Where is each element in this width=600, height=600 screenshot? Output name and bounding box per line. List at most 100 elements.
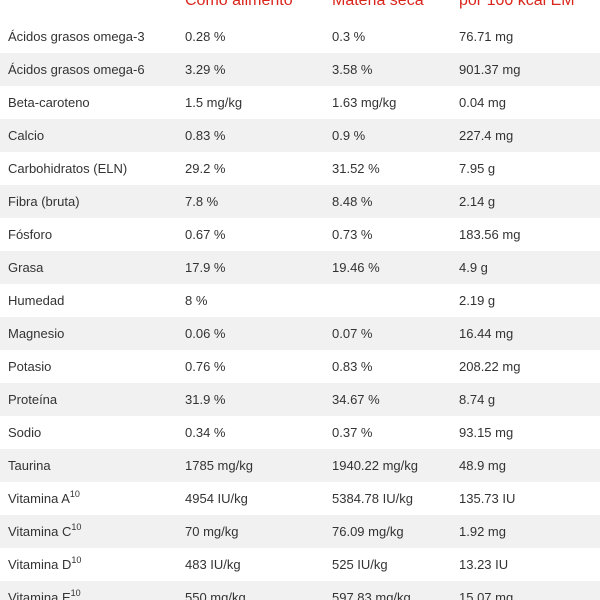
nutrient-name: Fósforo — [8, 218, 52, 251]
per-100kcal-value: 7.95 g — [459, 161, 496, 176]
per-100kcal-value: 93.15 mg — [459, 425, 514, 440]
dry-matter-value: 597.83 mg/kg — [332, 590, 411, 600]
per-100kcal-value: 48.9 mg — [459, 458, 506, 473]
nutrient-label: Carbohidratos (ELN) — [8, 161, 128, 176]
per-100kcal-value: 0.04 mg — [459, 95, 506, 110]
nutrient-name: Vitamina E10 — [8, 581, 81, 600]
table-row: Sodio 0.34 % 0.37 % 93.15 mg — [0, 416, 600, 449]
nutrient-name: Beta-caroteno — [8, 86, 90, 119]
table-row: Humedad 8 % 2.19 g — [0, 284, 600, 317]
table-row: Proteína 31.9 % 34.67 % 8.74 g — [0, 383, 600, 416]
footnote-ref: 10 — [71, 555, 82, 565]
dry-matter-value: 76.09 mg/kg — [332, 524, 404, 539]
nutrient-name: Humedad — [8, 284, 64, 317]
dry-matter-value: 0.3 % — [332, 29, 366, 44]
nutrient-label: Calcio — [8, 128, 45, 143]
table-row: Ácidos grasos omega-6 3.29 % 3.58 % 901.37 … — [0, 53, 600, 86]
as-fed-value: 0.28 % — [185, 29, 226, 44]
nutrient-name: Potasio — [8, 350, 51, 383]
nutrient-label: Fibra (bruta) — [8, 194, 80, 209]
as-fed-value: 29.2 % — [185, 161, 226, 176]
nutrient-label: Grasa — [8, 260, 44, 275]
table-row: Fibra (bruta) 7.8 % 8.48 % 2.14 g — [0, 185, 600, 218]
table-header: Como alimento Materia seca por 100 kcal … — [0, 0, 600, 14]
dry-matter-value: 1.63 mg/kg — [332, 95, 397, 110]
dry-matter-value: 8.48 % — [332, 194, 373, 209]
as-fed-value: 0.83 % — [185, 128, 226, 143]
nutrient-name: Carbohidratos (ELN) — [8, 152, 127, 185]
per-100kcal-value: 208.22 mg — [459, 359, 521, 374]
nutrient-name: Vitamina D10 — [8, 548, 81, 581]
as-fed-value: 1785 mg/kg — [185, 458, 253, 473]
nutrient-name: Magnesio — [8, 317, 64, 350]
nutrient-label: Vitamina A — [8, 491, 70, 506]
per-100kcal-value: 76.71 mg — [459, 29, 514, 44]
table-row: Grasa 17.9 % 19.46 % 4.9 g — [0, 251, 600, 284]
dry-matter-value: 0.73 % — [332, 227, 373, 242]
as-fed-value: 0.06 % — [185, 326, 226, 341]
nutrient-label: Fósforo — [8, 227, 53, 242]
table-row: Vitamina E10 550 mg/kg 597.83 mg/kg 15.07 m… — [0, 581, 600, 600]
as-fed-value: 3.29 % — [185, 62, 226, 77]
dry-matter-value: 0.37 % — [332, 425, 373, 440]
per-100kcal-value: 13.23 IU — [459, 557, 509, 572]
nutrient-label: Vitamina C — [8, 524, 72, 539]
dry-matter-value: 525 IU/kg — [332, 557, 388, 572]
per-100kcal-value: 15.07 mg — [459, 590, 514, 600]
as-fed-value: 7.8 % — [185, 194, 219, 209]
as-fed-value: 1.5 mg/kg — [185, 95, 243, 110]
nutrient-label: Humedad — [8, 293, 65, 308]
per-100kcal-value: 1.92 mg — [459, 524, 506, 539]
nutrient-name: Ácidos grasos omega-3 — [8, 20, 145, 53]
as-fed-value: 550 mg/kg — [185, 590, 246, 600]
table-body: Ácidos grasos omega-3 0.28 % 0.3 % 76.71 mg… — [0, 20, 600, 600]
dry-matter-value: 3.58 % — [332, 62, 373, 77]
nutrient-name: Fibra (bruta) — [8, 185, 80, 218]
per-100kcal-value: 901.37 mg — [459, 62, 521, 77]
nutrient-label: Ácidos grasos omega-6 — [8, 62, 145, 77]
as-fed-value: 0.34 % — [185, 425, 226, 440]
nutrient-name: Vitamina A10 — [8, 482, 80, 515]
table-row: Vitamina A10 4954 IU/kg 5384.78 IU/kg 135.7… — [0, 482, 600, 515]
nutrient-name: Ácidos grasos omega-6 — [8, 53, 145, 86]
per-100kcal-value: 16.44 mg — [459, 326, 514, 341]
dry-matter-value: 0.07 % — [332, 326, 373, 341]
nutrient-label: Beta-caroteno — [8, 95, 90, 110]
nutrient-label: Magnesio — [8, 326, 65, 341]
dry-matter-value: 0.9 % — [332, 128, 366, 143]
footnote-ref: 10 — [70, 588, 81, 598]
nutrient-label: Taurina — [8, 458, 51, 473]
table-row: Potasio 0.76 % 0.83 % 208.22 mg — [0, 350, 600, 383]
per-100kcal-value: 183.56 mg — [459, 227, 521, 242]
header-dry-matter: Materia seca — [332, 0, 424, 9]
table-row: Fósforo 0.67 % 0.73 % 183.56 mg — [0, 218, 600, 251]
as-fed-value: 70 mg/kg — [185, 524, 239, 539]
nutrient-name: Grasa — [8, 251, 43, 284]
table-row: Calcio 0.83 % 0.9 % 227.4 mg — [0, 119, 600, 152]
per-100kcal-value: 227.4 mg — [459, 128, 514, 143]
as-fed-value: 4954 IU/kg — [185, 491, 248, 506]
dry-matter-value: 5384.78 IU/kg — [332, 491, 413, 506]
as-fed-value: 8 % — [185, 293, 208, 308]
table-row: Vitamina C10 70 mg/kg 76.09 mg/kg 1.92 mg — [0, 515, 600, 548]
table-row: Ácidos grasos omega-3 0.28 % 0.3 % 76.71 mg — [0, 20, 600, 53]
dry-matter-value: 31.52 % — [332, 161, 380, 176]
header-per-100kcal: por 100 kcal EM — [459, 0, 575, 9]
table-row: Carbohidratos (ELN) 29.2 % 31.52 % 7.95 g — [0, 152, 600, 185]
dry-matter-value: 19.46 % — [332, 260, 380, 275]
dry-matter-value: 34.67 % — [332, 392, 380, 407]
nutrient-label: Ácidos grasos omega-3 — [8, 29, 145, 44]
per-100kcal-value: 4.9 g — [459, 260, 488, 275]
as-fed-value: 17.9 % — [185, 260, 226, 275]
table-row: Taurina 1785 mg/kg 1940.22 mg/kg 48.9 mg — [0, 449, 600, 482]
nutrient-name: Proteína — [8, 383, 57, 416]
footnote-ref: 10 — [69, 489, 80, 499]
as-fed-value: 0.67 % — [185, 227, 226, 242]
as-fed-value: 483 IU/kg — [185, 557, 241, 572]
as-fed-value: 31.9 % — [185, 392, 226, 407]
nutrient-label: Proteína — [8, 392, 58, 407]
table-row: Vitamina D10 483 IU/kg 525 IU/kg 13.23 IU — [0, 548, 600, 581]
dry-matter-value: 0.83 % — [332, 359, 373, 374]
nutrient-label: Vitamina E — [8, 590, 71, 600]
